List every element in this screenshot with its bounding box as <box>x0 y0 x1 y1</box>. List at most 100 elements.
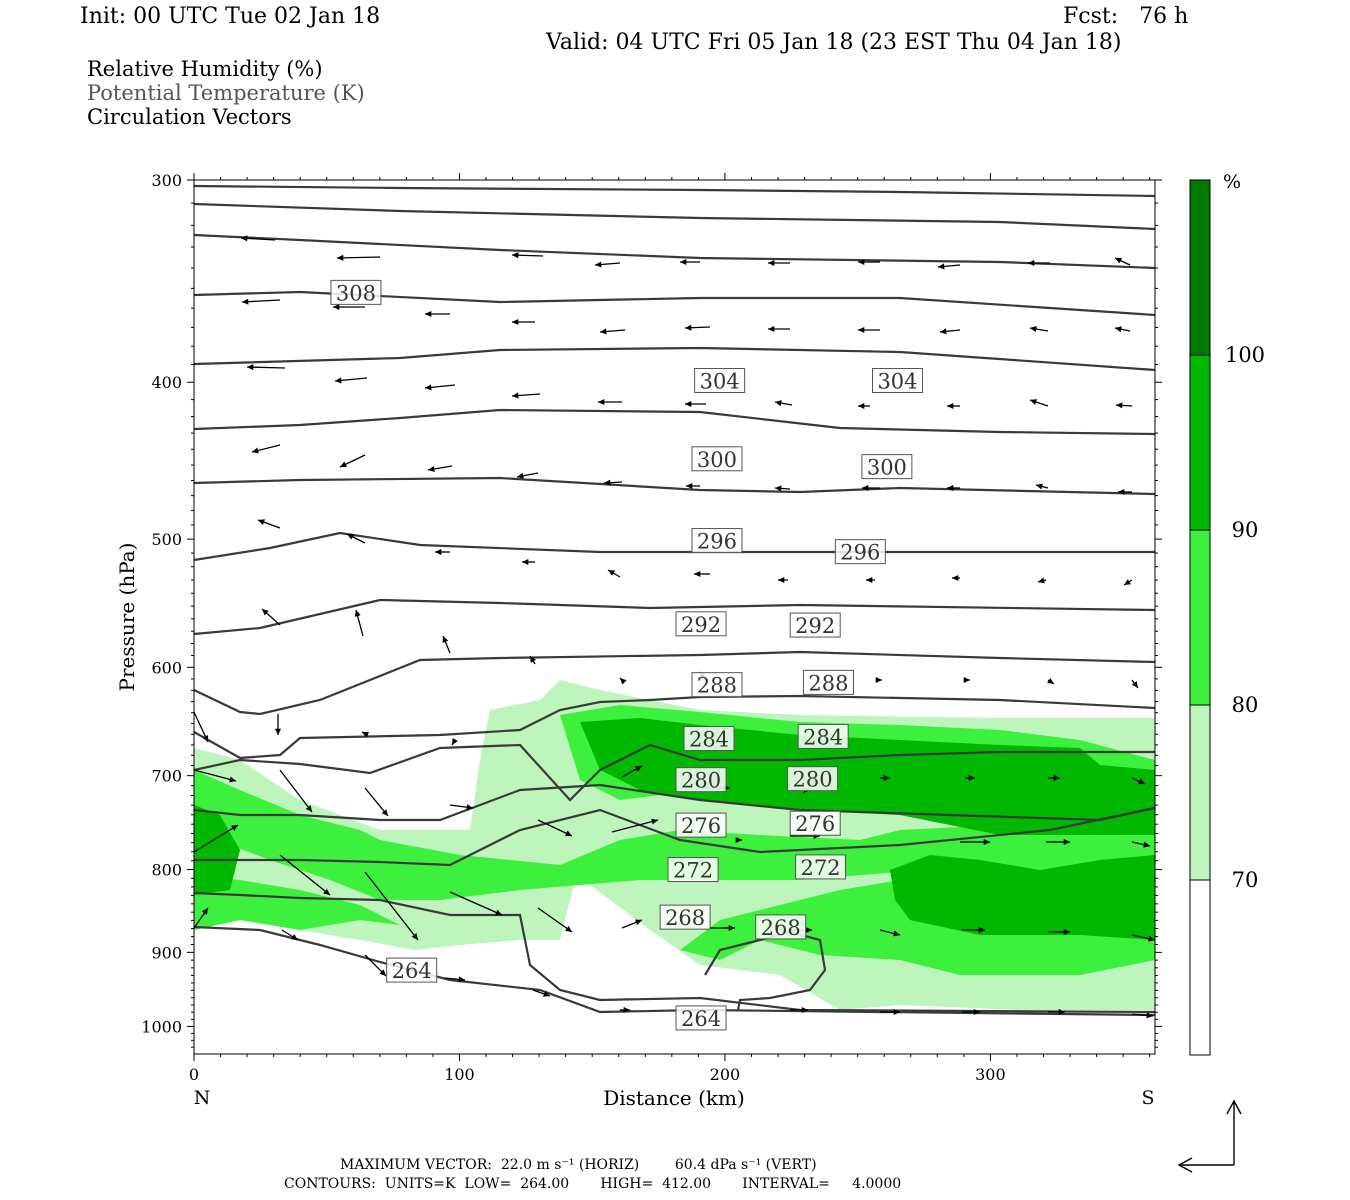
circulation-vector <box>194 824 239 853</box>
vector-head <box>1118 488 1125 496</box>
y-tick-label: 300 <box>151 171 182 190</box>
circulation-vector <box>194 769 237 783</box>
contour-labels: 308 304 304 300 300 296 296 292 292 288 288 284 284 2… <box>330 279 923 1031</box>
contour-label-box <box>667 857 719 883</box>
contour-label-text: 292 <box>795 614 835 638</box>
contour-label-text: 284 <box>689 728 729 752</box>
theta-line <box>194 650 1155 716</box>
north-label: N <box>194 1087 211 1109</box>
contour-label-box <box>659 904 711 930</box>
circulation-vector <box>621 919 643 929</box>
contour-label: 296 <box>691 528 743 554</box>
contour-label: 280 <box>675 767 727 793</box>
circulation-vector <box>1118 488 1132 496</box>
vector-head <box>466 804 473 811</box>
vector-shaft <box>537 907 573 933</box>
contour-label: 292 <box>789 612 841 638</box>
theta-line <box>194 694 1155 760</box>
circulation-vector <box>862 484 880 492</box>
contour-label-text: 276 <box>681 814 721 838</box>
circulation-vector <box>939 328 961 335</box>
contour-label-text: 280 <box>681 769 721 793</box>
vector-head <box>604 479 611 486</box>
vector-head <box>229 776 236 783</box>
circulation-vector <box>511 392 541 399</box>
vector-shaft <box>246 366 286 369</box>
vector-head <box>565 925 572 932</box>
contour-label: 308 <box>330 279 382 305</box>
theta-line <box>194 598 1155 636</box>
x-axis-label: Distance (km) <box>603 1086 745 1110</box>
contour-label-box <box>834 539 886 565</box>
vector-shaft <box>336 256 381 259</box>
vector-head <box>543 991 550 997</box>
circulation-vector <box>937 263 961 270</box>
contour-label: 296 <box>834 539 886 565</box>
vector-head <box>735 836 742 844</box>
vector-head <box>635 766 642 772</box>
circulation-vector <box>962 1008 980 1016</box>
theta-line <box>194 408 1155 436</box>
circulation-vector <box>879 929 901 937</box>
contour-label: 288 <box>802 669 854 695</box>
vector-head <box>425 384 432 391</box>
south-label: S <box>1141 1087 1154 1109</box>
y-tick-label: 400 <box>151 373 182 392</box>
vector-head <box>517 472 524 479</box>
contour-label: 284 <box>683 726 735 752</box>
contour-label-text: 288 <box>697 674 737 698</box>
vector-head <box>875 676 882 684</box>
circulation-vector <box>952 574 960 582</box>
vector-head <box>768 259 775 267</box>
circulation-vector <box>778 576 788 584</box>
vector-head <box>685 324 692 331</box>
x-tick-label: 300 <box>975 1065 1006 1084</box>
vector-head <box>1030 399 1037 405</box>
vector-head <box>952 574 959 582</box>
circulation-vector <box>194 907 209 929</box>
circulation-vector <box>361 731 369 738</box>
theta-line <box>194 233 1155 270</box>
y-tick-label: 900 <box>151 943 182 962</box>
circulation-vector <box>1131 1012 1154 1019</box>
vector-head <box>978 926 985 934</box>
contour-label-box <box>683 726 735 752</box>
circulation-vector <box>1037 577 1047 584</box>
vector-head <box>947 484 954 492</box>
vector-head <box>801 1006 808 1014</box>
circulation-vector <box>1131 934 1155 942</box>
circulation-vector <box>965 774 975 782</box>
circulation-vector <box>346 533 366 544</box>
contour-label-text: 292 <box>681 613 721 637</box>
vector-head <box>685 400 692 408</box>
circulation-vector <box>611 818 659 833</box>
circulation-vector <box>598 398 622 406</box>
contour-label-box <box>861 454 913 480</box>
contour-label: 288 <box>691 672 743 698</box>
circulation-vector <box>686 482 700 490</box>
circulation-vector <box>768 325 790 333</box>
vector-shaft <box>364 871 419 941</box>
y-tick-label: 500 <box>151 530 182 549</box>
max-vector-note: MAXIMUM VECTOR: 22.0 m s⁻¹ (HORIZ) 60.4 … <box>340 1157 817 1173</box>
circulation-vector <box>619 677 627 685</box>
circulation-vector <box>1029 326 1049 333</box>
vector-head <box>411 933 418 940</box>
init-time: Init: 00 UTC Tue 02 Jan 18 <box>80 4 381 29</box>
contour-label: 264 <box>675 1005 727 1031</box>
vector-head <box>362 732 369 738</box>
vector-head <box>291 934 298 940</box>
contour-label-box <box>789 612 841 638</box>
circulation-vector <box>274 714 282 735</box>
circulation-vector <box>710 924 735 932</box>
contour-label: 300 <box>691 446 743 472</box>
axes: 300 400 500 600 700 800 900 1000 0 100 200 300 <box>141 171 1162 1084</box>
colorbar-level: 90 <box>1232 518 1259 542</box>
vector-head <box>1038 577 1045 584</box>
circulation-vector <box>241 298 281 305</box>
contour-label: 272 <box>667 857 719 883</box>
circulation-vector <box>607 569 621 578</box>
circulation-vector <box>281 929 299 941</box>
y-tick-label: 700 <box>151 767 182 786</box>
circulation-vector <box>1048 774 1060 782</box>
